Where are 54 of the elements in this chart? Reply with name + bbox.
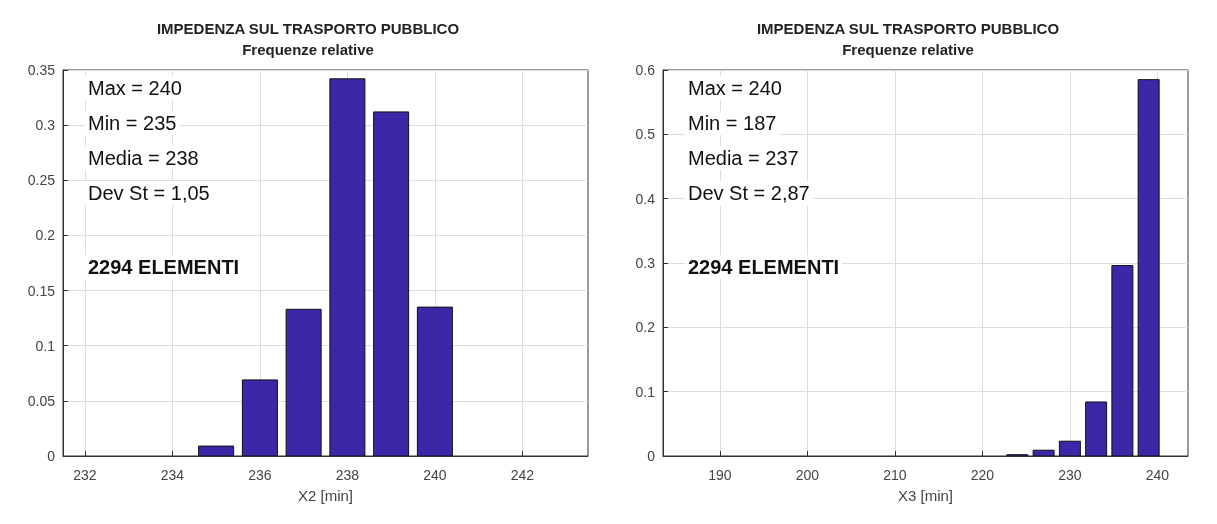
y-tick-label: 0.4 [635,190,656,207]
x-tick-label: 230 [1058,467,1082,483]
y-tick-label: 0.5 [635,126,656,143]
y-tick-label: 0 [647,448,656,464]
x-tick-label: 200 [795,467,820,483]
bar [1137,79,1160,456]
bar [416,306,453,456]
bar [329,78,366,456]
annotation: Media = 238 [88,147,199,169]
bar [1085,401,1108,456]
bar [241,379,278,456]
x-tick-label: 234 [160,467,185,483]
y-tick-label: 0 [47,448,56,464]
annotation: Dev St = 2,87 [688,182,810,204]
chart-subtitle: Frequenze relative [242,41,374,58]
y-tick-label: 0.6 [635,62,656,78]
bar [198,445,235,456]
y-tick-label: 0.35 [27,62,56,78]
x-tick-label: 240 [1145,467,1170,483]
bar [1111,265,1134,456]
y-tick-label: 0.25 [27,172,56,189]
annotation: Dev St = 1,05 [88,182,210,204]
annotation: Min = 187 [688,112,777,134]
x-tick-label: 238 [335,467,360,483]
chart-title: IMPEDENZA SUL TRASPORTO PUBBLICO [756,20,1060,37]
x-tick-label: 240 [423,467,447,483]
chart-title: IMPEDENZA SUL TRASPORTO PUBBLICO [156,20,460,37]
y-tick-label: 0.2 [635,319,656,336]
y-tick-label: 0.2 [35,227,56,244]
bar [285,308,322,456]
annotation: Media = 237 [688,147,799,169]
y-tick-label: 0.15 [27,282,56,299]
x-axis-title: X2 [min] [297,487,354,504]
x-tick-label: 190 [708,467,732,483]
y-tick-label: 0.1 [635,383,656,400]
bar [373,111,410,456]
y-tick-label: 0.3 [35,117,56,134]
annotation: Max = 240 [88,77,182,99]
x-tick-label: 236 [248,467,272,483]
x-tick-label: 210 [883,467,907,483]
x-tick-label: 232 [73,467,97,483]
y-tick-label: 0.1 [35,337,56,354]
y-tick-label: 0.05 [27,392,56,409]
annotation: 2294 ELEMENTI [688,256,840,278]
annotation: Max = 240 [688,77,782,99]
chart-subtitle: Frequenze relative [842,41,974,58]
x-tick-label: 242 [510,467,535,483]
x-tick-label: 220 [970,467,995,483]
annotation: 2294 ELEMENTI [88,256,240,278]
y-tick-label: 0.3 [635,255,656,271]
bar [1058,440,1081,456]
bar [1032,449,1055,456]
annotation: Min = 235 [88,112,177,134]
x-axis-title: X3 [min] [897,487,954,504]
